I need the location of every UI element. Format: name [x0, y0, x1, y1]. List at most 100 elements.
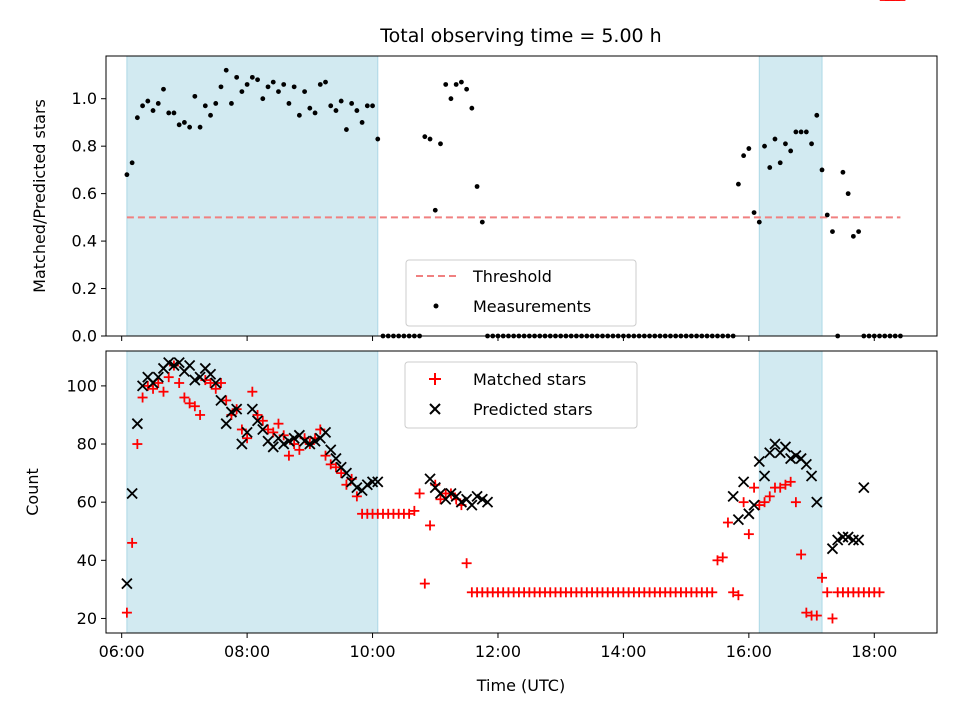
- predicted-stars-point: [330, 452, 342, 465]
- measurement-point: [767, 165, 773, 170]
- matched-stars-point: [749, 482, 760, 493]
- ratio-y-ticks: 0.0 0.2 0.4 0.6 0.8 1.0: [72, 89, 106, 346]
- measurement-point: [427, 136, 433, 142]
- predicted-stars-point: [298, 435, 311, 447]
- measurement-point: [359, 120, 365, 125]
- predicted-stars-point: [251, 415, 264, 427]
- measurement-point: [129, 160, 135, 166]
- matched-stars-point: [780, 479, 791, 490]
- predicted-stars-point: [194, 371, 206, 383]
- predicted-stars-point: [131, 418, 143, 430]
- measurement-point: [479, 219, 485, 225]
- measurement-point: [234, 74, 240, 80]
- y-tick-label: 0.4: [72, 232, 97, 251]
- matched-stars-point: [132, 439, 143, 450]
- measurement-point: [223, 67, 229, 73]
- legend-threshold-label: Threshold: [472, 267, 552, 286]
- x-tick-label: 06:00: [99, 642, 145, 661]
- predicted-stars-point: [183, 359, 196, 372]
- matched-stars-point: [414, 488, 425, 499]
- matched-stars-point: [738, 497, 749, 508]
- measurement-point: [317, 82, 323, 87]
- measurement-point: [134, 115, 140, 121]
- predicted-stars-point: [758, 470, 771, 482]
- measurement-point: [375, 136, 381, 142]
- matched-stars-point: [205, 377, 216, 388]
- measurement-point: [474, 184, 480, 189]
- predicted-stars-point: [126, 487, 138, 500]
- predicted-stars-point: [737, 476, 750, 488]
- legend-measurements-label: Measurements: [473, 297, 591, 316]
- matched-stars-point: [425, 520, 436, 531]
- measurement-point: [735, 181, 741, 187]
- matched-stars-point: [153, 377, 164, 388]
- measurement-point: [783, 141, 788, 147]
- measurement-point: [830, 229, 835, 234]
- matched-stars-point: [409, 505, 420, 516]
- predicted-stars-point: [220, 418, 232, 430]
- x-tick-label: 16:00: [726, 642, 772, 661]
- predicted-stars-point: [852, 534, 865, 546]
- measurement-point: [840, 169, 846, 175]
- predicted-stars-point: [366, 476, 379, 488]
- legend-matched-label: Matched stars: [473, 370, 586, 389]
- chart-title: Total observing time = 5.00 h: [379, 25, 661, 47]
- measurement-point: [845, 191, 851, 197]
- y-tick-label: 80: [77, 435, 97, 454]
- predicted-stars-point: [225, 406, 238, 418]
- measurement-point: [850, 233, 856, 239]
- measurement-point: [464, 86, 470, 92]
- predicted-stars-point: [779, 441, 792, 453]
- matched-stars-point: [268, 427, 279, 438]
- measurement-point: [328, 103, 334, 109]
- measurement-point: [448, 96, 454, 102]
- matched-stars-point: [461, 558, 472, 569]
- matched-stars-point: [874, 587, 885, 598]
- predicted-stars-point: [168, 359, 180, 372]
- matched-stars-point: [184, 398, 195, 409]
- y-tick-label: 0.6: [72, 184, 97, 203]
- ratio-axes-frame: [105, 55, 938, 337]
- matched-stars-point: [137, 392, 148, 403]
- measurement-point: [265, 84, 271, 90]
- predicted-stars-point: [278, 438, 290, 450]
- matched-stars-point: [336, 468, 347, 479]
- y-tick-label: 0.2: [72, 279, 97, 298]
- predicted-stars-point: [309, 435, 321, 447]
- measurement-point: [213, 101, 219, 106]
- measurement-point: [338, 98, 344, 104]
- measurement-point: [296, 112, 302, 118]
- predicted-stars-point: [246, 403, 258, 415]
- measurement-point: [809, 141, 814, 147]
- predicted-stars-point: [241, 426, 253, 439]
- matched-stars-point: [822, 587, 833, 598]
- measurement-point: [746, 146, 752, 151]
- matched-stars-point: [796, 549, 807, 560]
- predicted-stars-point: [805, 470, 818, 482]
- predicted-stars-point: [136, 380, 149, 392]
- measurement-point: [798, 129, 804, 135]
- predicted-stars-point: [445, 487, 457, 500]
- matched-stars-point: [263, 424, 274, 435]
- measurement-point: [276, 89, 281, 94]
- measurements-layer: [124, 67, 903, 339]
- predicted-stars-point: [748, 499, 760, 511]
- matched-stars-point: [712, 555, 723, 566]
- matched-stars-point: [257, 415, 268, 426]
- measurement-point: [307, 105, 313, 111]
- predicted-stars-point: [811, 496, 823, 508]
- shaded-interval-2: [759, 351, 823, 633]
- matched-stars-point: [121, 607, 132, 618]
- measurement-point: [793, 129, 799, 135]
- matched-stars-point: [722, 517, 733, 528]
- ratio-x-ticks: [121, 336, 875, 341]
- matched-stars-point: [733, 590, 744, 601]
- predicted-stars-point: [858, 482, 870, 494]
- measurement-point: [155, 101, 161, 106]
- measurement-point: [239, 89, 245, 94]
- matched-stars-point: [419, 578, 430, 589]
- predicted-stars-point: [231, 403, 243, 415]
- predicted-stars-point: [732, 513, 745, 526]
- predicted-stars-point: [304, 438, 316, 450]
